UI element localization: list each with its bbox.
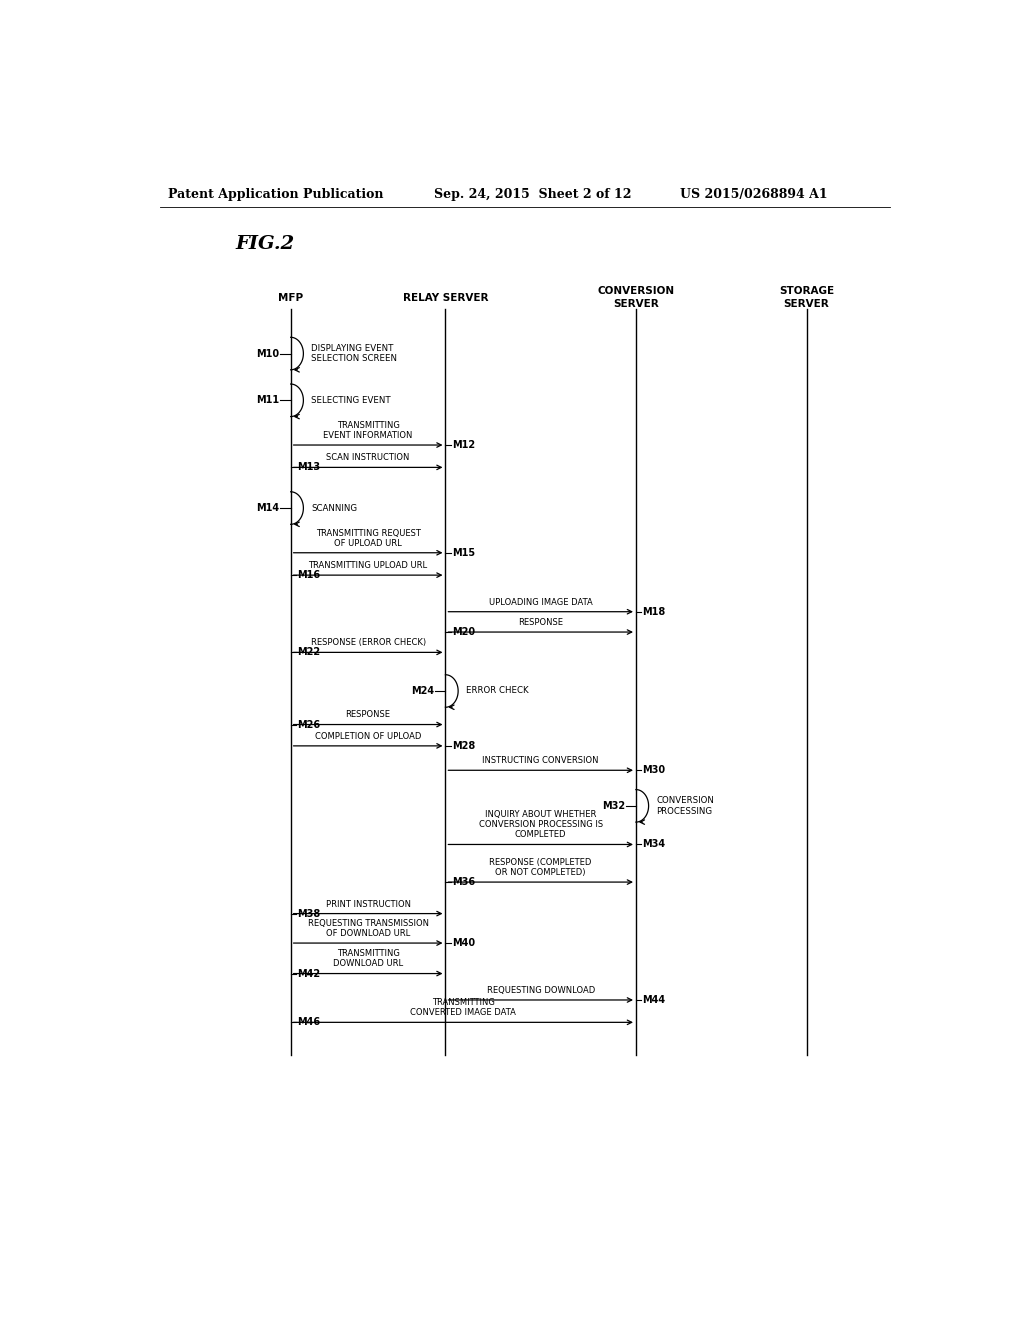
Text: RESPONSE: RESPONSE: [345, 710, 390, 719]
Text: M12: M12: [452, 440, 475, 450]
Text: M42: M42: [297, 969, 321, 978]
Text: SELECTING EVENT: SELECTING EVENT: [311, 396, 391, 405]
Text: M40: M40: [452, 939, 475, 948]
Text: Patent Application Publication: Patent Application Publication: [168, 189, 383, 202]
Text: FIG.2: FIG.2: [236, 235, 294, 252]
Text: M16: M16: [297, 570, 321, 579]
Text: RESPONSE (ERROR CHECK): RESPONSE (ERROR CHECK): [310, 639, 426, 647]
Text: M36: M36: [452, 876, 475, 887]
Text: M11: M11: [256, 395, 280, 405]
Text: M22: M22: [297, 647, 321, 657]
Text: M28: M28: [452, 741, 475, 751]
Text: DISPLAYING EVENT
SELECTION SCREEN: DISPLAYING EVENT SELECTION SCREEN: [311, 343, 397, 363]
Text: M46: M46: [297, 1018, 321, 1027]
Text: M13: M13: [297, 462, 321, 473]
Text: CONVERSION
SERVER: CONVERSION SERVER: [597, 286, 675, 309]
Text: INQUIRY ABOUT WHETHER
CONVERSION PROCESSING IS
COMPLETED: INQUIRY ABOUT WHETHER CONVERSION PROCESS…: [478, 810, 603, 840]
Text: REQUESTING TRANSMISSION
OF DOWNLOAD URL: REQUESTING TRANSMISSION OF DOWNLOAD URL: [307, 919, 429, 939]
Text: M38: M38: [297, 908, 321, 919]
Text: MFP: MFP: [279, 293, 303, 302]
Text: TRANSMITTING UPLOAD URL: TRANSMITTING UPLOAD URL: [308, 561, 428, 570]
Text: REQUESTING DOWNLOAD: REQUESTING DOWNLOAD: [486, 986, 595, 995]
Text: RESPONSE: RESPONSE: [518, 618, 563, 627]
Text: M15: M15: [452, 548, 475, 558]
Text: TRANSMITTING
CONVERTED IMAGE DATA: TRANSMITTING CONVERTED IMAGE DATA: [411, 998, 516, 1018]
Text: RELAY SERVER: RELAY SERVER: [402, 293, 488, 302]
Text: COMPLETION OF UPLOAD: COMPLETION OF UPLOAD: [314, 731, 421, 741]
Text: CONVERSION
PROCESSING: CONVERSION PROCESSING: [656, 796, 715, 816]
Text: M34: M34: [642, 840, 666, 850]
Text: SCAN INSTRUCTION: SCAN INSTRUCTION: [327, 453, 410, 462]
Text: M18: M18: [642, 607, 666, 616]
Text: M30: M30: [642, 766, 666, 775]
Text: M32: M32: [602, 801, 625, 810]
Text: TRANSMITTING REQUEST
OF UPLOAD URL: TRANSMITTING REQUEST OF UPLOAD URL: [315, 528, 421, 548]
Text: TRANSMITTING
EVENT INFORMATION: TRANSMITTING EVENT INFORMATION: [324, 421, 413, 440]
Text: Sep. 24, 2015  Sheet 2 of 12: Sep. 24, 2015 Sheet 2 of 12: [433, 189, 631, 202]
Text: UPLOADING IMAGE DATA: UPLOADING IMAGE DATA: [488, 598, 593, 607]
Text: M24: M24: [412, 686, 434, 696]
Text: INSTRUCTING CONVERSION: INSTRUCTING CONVERSION: [482, 756, 599, 766]
Text: M26: M26: [297, 719, 321, 730]
Text: STORAGE
SERVER: STORAGE SERVER: [779, 286, 835, 309]
Text: SCANNING: SCANNING: [311, 503, 357, 512]
Text: PRINT INSTRUCTION: PRINT INSTRUCTION: [326, 899, 411, 908]
Text: TRANSMITTING
DOWNLOAD URL: TRANSMITTING DOWNLOAD URL: [333, 949, 403, 969]
Text: M44: M44: [642, 995, 666, 1005]
Text: US 2015/0268894 A1: US 2015/0268894 A1: [680, 189, 827, 202]
Text: M14: M14: [256, 503, 280, 513]
Text: RESPONSE (COMPLETED
OR NOT COMPLETED): RESPONSE (COMPLETED OR NOT COMPLETED): [489, 858, 592, 876]
Text: ERROR CHECK: ERROR CHECK: [466, 686, 528, 696]
Text: M10: M10: [256, 348, 280, 359]
Text: M20: M20: [452, 627, 475, 638]
